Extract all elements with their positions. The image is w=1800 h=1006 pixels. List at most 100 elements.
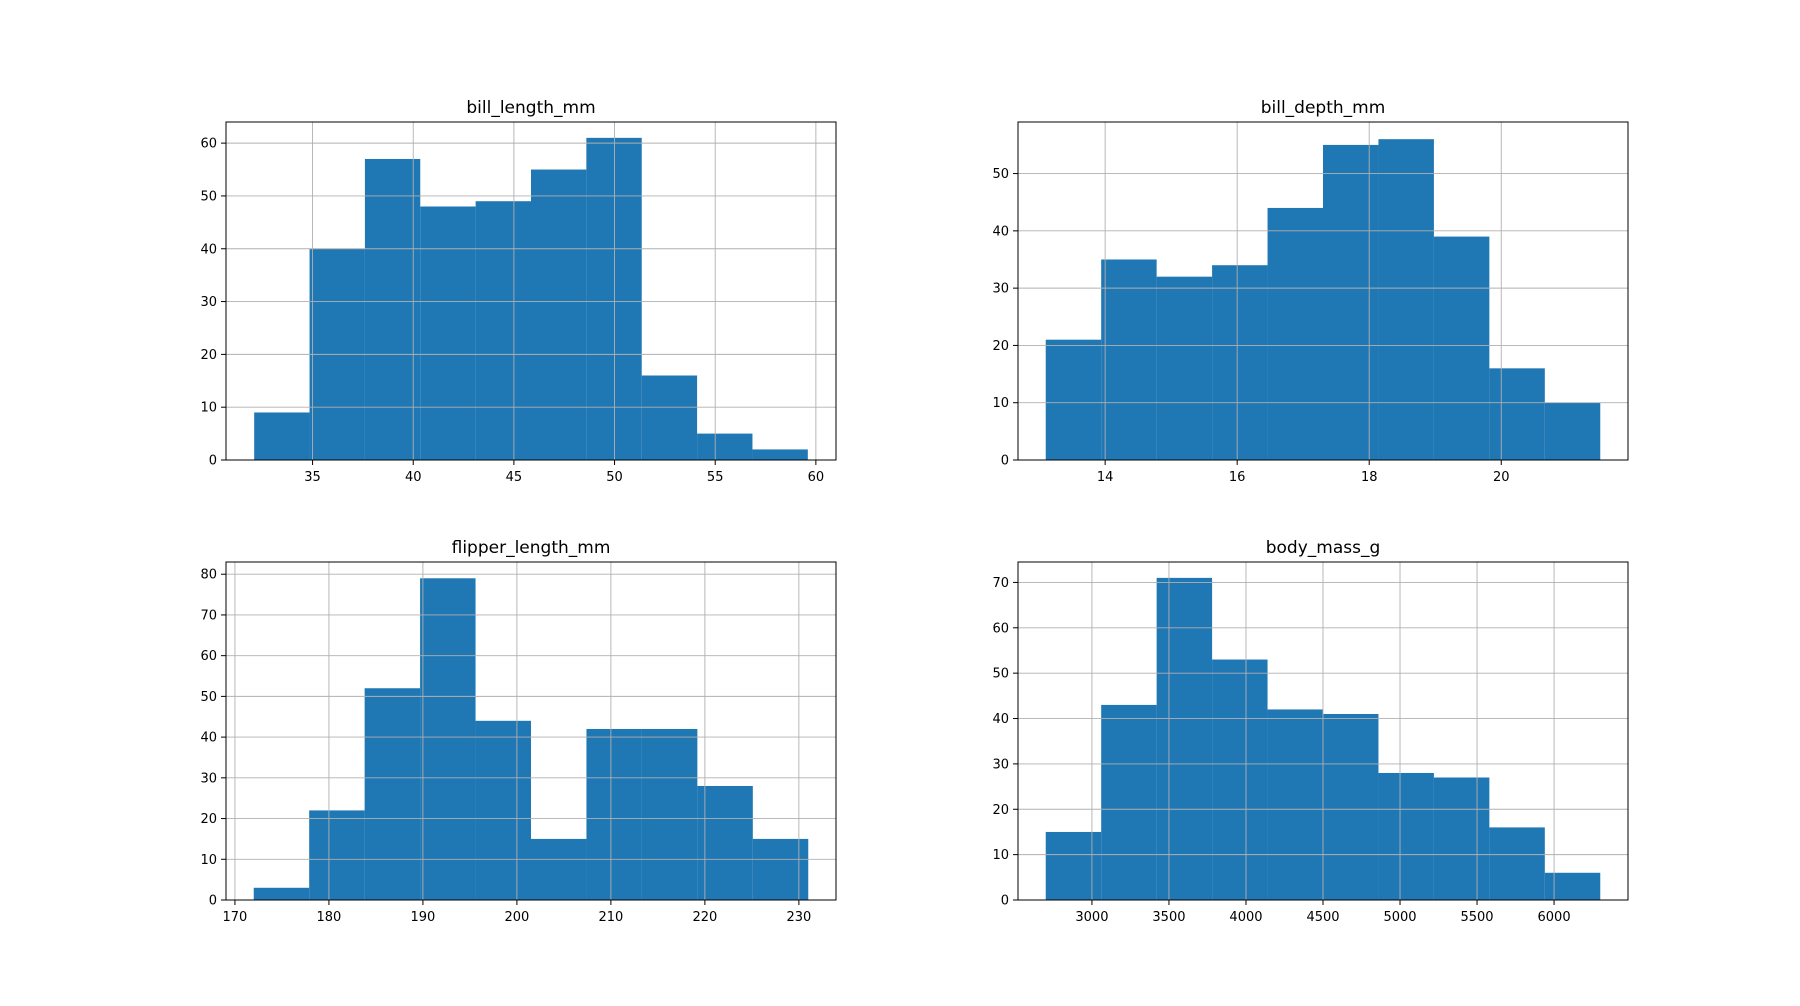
y-tick-label: 60 — [200, 649, 217, 664]
histogram-bar — [1323, 144, 1379, 460]
histogram-bar — [1433, 236, 1490, 460]
x-tick-label: 170 — [223, 910, 248, 925]
y-tick-label: 10 — [200, 853, 217, 868]
histogram-bar — [1323, 713, 1379, 900]
x-tick-label: 20 — [1493, 470, 1510, 485]
histogram-bar — [1045, 831, 1102, 900]
histogram-bar — [254, 412, 310, 460]
histogram-bar — [1489, 368, 1545, 460]
x-tick-label: 40 — [405, 470, 422, 485]
y-tick-label: 40 — [992, 712, 1009, 727]
histogram-bar — [641, 728, 698, 900]
x-tick-label: 14 — [1097, 470, 1114, 485]
histogram-bar — [1544, 872, 1601, 900]
subplot-title: flipper_length_mm — [452, 538, 611, 558]
histogram-bar — [420, 578, 476, 900]
y-tick-label: 60 — [200, 137, 217, 152]
histogram-bar — [1267, 207, 1323, 460]
x-tick-label: 45 — [506, 470, 523, 485]
axes-frame — [225, 561, 837, 901]
x-tick-label: 50 — [606, 470, 623, 485]
histogram-bar — [586, 728, 642, 900]
x-tick-label: 35 — [304, 470, 321, 485]
histogram-bar — [531, 838, 587, 900]
histogram-bar — [531, 169, 587, 460]
x-tick-label: 55 — [707, 470, 724, 485]
y-tick-label: 40 — [200, 242, 217, 257]
histogram-bar — [1156, 577, 1213, 900]
subplot-bill-depth-mm: 14 16 18 20 0 10 20 30 40 50 bill_depth_mm — [992, 98, 1629, 485]
histogram-bar — [420, 206, 476, 460]
y-tick-label: 50 — [200, 690, 217, 705]
x-tick-label: 190 — [410, 910, 435, 925]
histogram-bar — [309, 810, 365, 900]
y-tick-label: 0 — [1001, 894, 1009, 909]
y-tick-label: 30 — [200, 771, 217, 786]
x-tick-label: 60 — [808, 470, 825, 485]
x-tick-label: 180 — [317, 910, 342, 925]
y-tick-label: 80 — [200, 568, 217, 583]
histogram-bar — [697, 433, 753, 460]
y-tick-label: 10 — [200, 401, 217, 416]
x-tick-label: 4000 — [1229, 910, 1262, 925]
y-tick-label: 40 — [200, 731, 217, 746]
y-tick-label: 0 — [209, 894, 217, 909]
subplot-title: bill_length_mm — [466, 98, 595, 118]
x-tick-label: 18 — [1361, 470, 1378, 485]
histogram-bar — [1101, 259, 1157, 460]
x-tick-label: 5000 — [1383, 910, 1416, 925]
y-tick-label: 70 — [992, 576, 1009, 591]
y-tick-label: 30 — [992, 757, 1009, 772]
histogram-bar — [1212, 265, 1268, 460]
subplot-title: bill_depth_mm — [1261, 98, 1386, 118]
y-tick-label: 50 — [200, 189, 217, 204]
y-tick-label: 20 — [992, 803, 1009, 818]
histogram-bar — [697, 785, 753, 900]
histogram-bar — [752, 838, 809, 900]
x-tick-label: 220 — [692, 910, 717, 925]
histogram-bar — [1378, 772, 1434, 900]
x-tick-label: 230 — [786, 910, 811, 925]
y-tick-label: 0 — [209, 454, 217, 469]
x-tick-label: 210 — [598, 910, 623, 925]
axes-frame — [1017, 121, 1629, 461]
y-tick-label: 10 — [992, 848, 1009, 863]
axes-frame — [225, 121, 837, 461]
y-tick-label: 20 — [200, 348, 217, 363]
subplot-title: body_mass_g — [1266, 538, 1381, 558]
histogram-bar — [1378, 139, 1434, 460]
y-tick-label: 20 — [992, 339, 1009, 354]
x-tick-label: 16 — [1229, 470, 1246, 485]
subplot-bill-length-mm: 35 40 45 50 55 60 0 10 20 30 40 50 60 bill_length_mm — [200, 98, 837, 485]
x-tick-label: 6000 — [1538, 910, 1571, 925]
y-tick-label: 10 — [992, 396, 1009, 411]
x-tick-label: 200 — [504, 910, 529, 925]
y-tick-label: 40 — [992, 224, 1009, 239]
histogram-bar — [475, 201, 531, 460]
histogram-bar — [1489, 827, 1545, 900]
histogram-bar — [253, 887, 310, 900]
y-tick-label: 30 — [992, 282, 1009, 297]
y-tick-label: 0 — [1001, 454, 1009, 469]
x-tick-label: 5500 — [1460, 910, 1493, 925]
histogram-bar — [364, 158, 421, 460]
subplot-body-mass-g: 3000 3500 4000 4500 5000 5500 6000 0 10 20 30 40 50 6… — [992, 538, 1629, 925]
histogram-bar — [1045, 339, 1102, 460]
x-tick-label: 3500 — [1152, 910, 1185, 925]
histogram-bar — [1212, 659, 1268, 900]
y-tick-label: 50 — [992, 167, 1009, 182]
y-tick-label: 60 — [992, 621, 1009, 636]
histogram-bar — [1101, 704, 1157, 900]
histogram-bar — [1433, 777, 1490, 900]
histogram-bar — [1156, 276, 1213, 460]
x-tick-label: 4500 — [1306, 910, 1339, 925]
histogram-bar — [1267, 709, 1323, 900]
y-tick-label: 70 — [200, 608, 217, 623]
y-tick-label: 50 — [992, 667, 1009, 682]
subplot-flipper-length-mm: 170 180 190 200 210 220 230 0 10 20 30 40 50 60 70 80 fl… — [200, 538, 837, 925]
histogram-bar — [475, 720, 531, 900]
y-tick-label: 30 — [200, 295, 217, 310]
histogram-bar — [586, 137, 642, 460]
histogram-bar — [364, 688, 421, 900]
